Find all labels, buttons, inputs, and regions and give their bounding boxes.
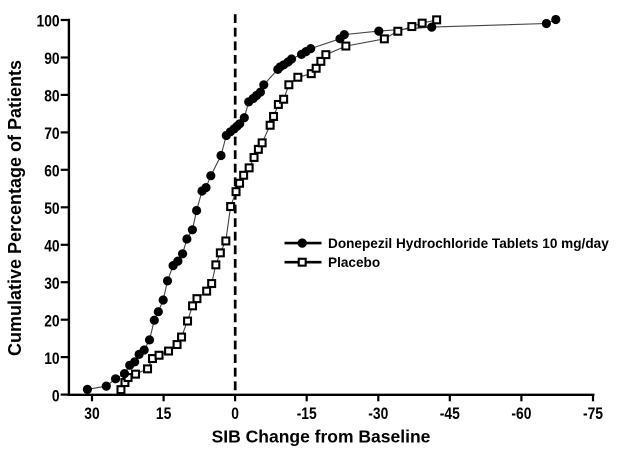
svg-text:SIB Change from Baseline: SIB Change from Baseline [212, 427, 431, 447]
svg-text:40: 40 [44, 237, 59, 255]
svg-text:50: 50 [44, 200, 59, 218]
svg-text:15: 15 [156, 405, 171, 423]
svg-text:100: 100 [37, 13, 60, 31]
svg-text:30: 30 [84, 405, 99, 423]
svg-text:30: 30 [44, 275, 59, 293]
svg-text:10: 10 [44, 350, 59, 368]
svg-text:90: 90 [44, 50, 59, 68]
svg-text:60: 60 [44, 162, 59, 180]
svg-text:Placebo: Placebo [328, 255, 380, 270]
svg-text:-30: -30 [368, 405, 388, 423]
svg-text:-75: -75 [583, 405, 603, 423]
svg-text:80: 80 [44, 88, 59, 106]
svg-text:Donepezil Hydrochloride Tablet: Donepezil Hydrochloride Tablets 10 mg/da… [328, 236, 609, 251]
svg-text:-60: -60 [511, 405, 531, 423]
svg-text:20: 20 [44, 312, 59, 330]
svg-text:70: 70 [44, 125, 59, 143]
svg-text:0: 0 [52, 387, 60, 405]
svg-text:0: 0 [231, 405, 239, 423]
svg-text:Cumulative Percentage of Patie: Cumulative Percentage of Patients [5, 60, 25, 356]
svg-text:-45: -45 [440, 405, 460, 423]
svg-text:-15: -15 [297, 405, 317, 423]
